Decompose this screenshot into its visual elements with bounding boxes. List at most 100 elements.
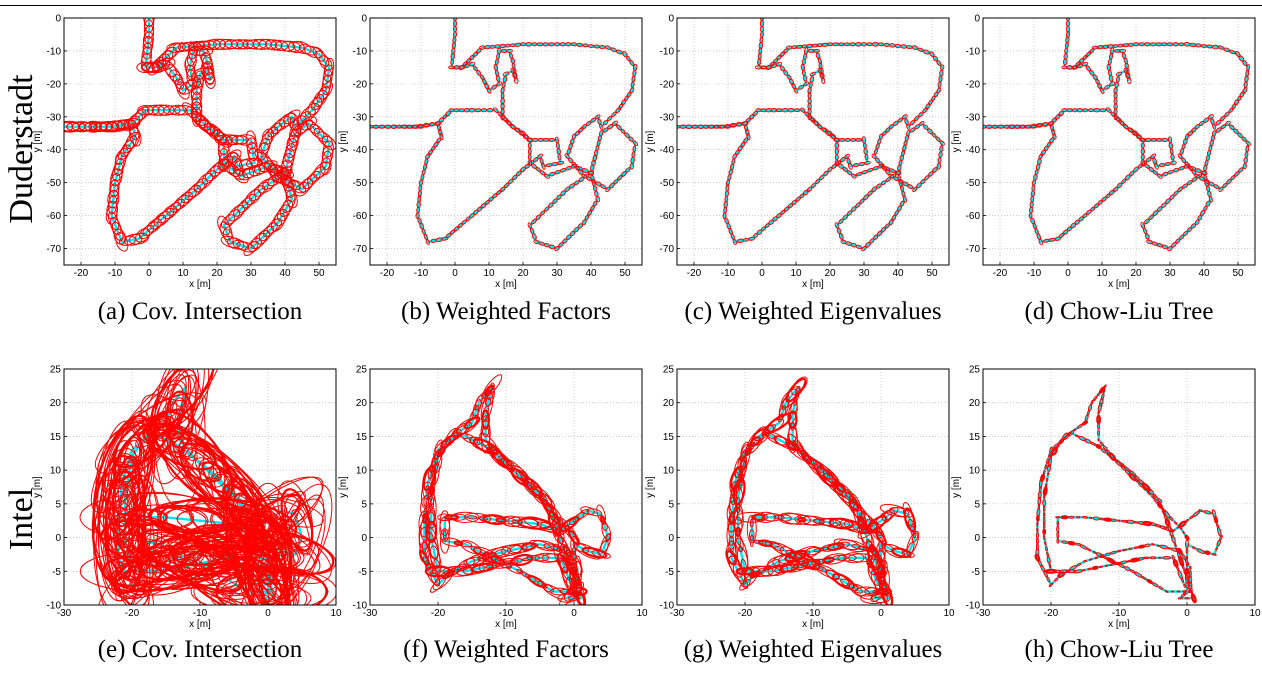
covariance-ellipse — [294, 182, 310, 197]
covariance-ellipse — [496, 81, 503, 87]
covariance-ellipse — [1037, 559, 1043, 567]
covariance-ellipse — [1137, 521, 1146, 525]
covariance-ellipse — [464, 512, 492, 523]
x-tick-label: 0 — [571, 608, 577, 619]
covariance-ellipse — [813, 120, 820, 127]
covariance-ellipse — [442, 443, 448, 450]
plot-panel-3: -20 -10 0 10 20 30 40 50 0 -10 -20 -30 -40 -50 -60 -70 x… — [951, 14, 1256, 290]
covariance-ellipse — [909, 127, 916, 133]
covariance-ellipse — [737, 452, 746, 471]
covariance-ellipse — [557, 537, 571, 564]
covariance-ellipse — [505, 559, 516, 565]
covariance-ellipse — [107, 491, 225, 543]
y-axis-label: y [m] — [645, 476, 656, 498]
covariance-ellipse — [257, 142, 269, 161]
covariance-ellipse — [620, 99, 627, 106]
covariance-ellipse — [554, 245, 560, 252]
covariance-ellipse — [902, 181, 909, 187]
covariance-ellipse — [1101, 196, 1107, 202]
y-tick-label: -20 — [353, 79, 368, 90]
covariance-ellipse — [858, 519, 873, 549]
covariance-ellipse — [549, 587, 570, 596]
y-tick-label: 20 — [663, 398, 675, 409]
covariance-ellipse — [494, 562, 505, 567]
covariance-ellipse — [779, 65, 786, 72]
panel-caption: (c) Weighted Eigenvalues — [684, 298, 942, 325]
covariance-ellipse — [817, 57, 822, 65]
x-tick-label: -10 — [1112, 608, 1127, 619]
y-tick-label: -60 — [660, 211, 675, 222]
covariance-ellipse — [501, 48, 508, 53]
plot-background — [983, 18, 1255, 265]
x-tick-label: 10 — [483, 268, 495, 279]
y-tick-label: 25 — [50, 365, 62, 376]
covariance-ellipse — [1220, 124, 1227, 130]
covariance-ellipse — [484, 82, 490, 90]
covariance-ellipse — [1159, 525, 1167, 530]
y-tick-label: -10 — [966, 601, 981, 612]
covariance-ellipse — [834, 142, 840, 150]
covariance-ellipse — [1076, 423, 1084, 429]
covariance-ellipse — [1181, 553, 1186, 561]
covariance-ellipse — [897, 174, 902, 182]
y-tick-label: -10 — [353, 601, 368, 612]
covariance-ellipse — [733, 486, 743, 509]
covariance-ellipse — [801, 44, 808, 49]
covariance-ellipse — [1158, 556, 1162, 559]
covariance-ellipse — [819, 67, 824, 75]
covariance-ellipse — [1153, 493, 1158, 499]
covariance-ellipse — [430, 145, 436, 152]
covariance-ellipse — [1143, 556, 1150, 560]
covariance-ellipse — [834, 481, 846, 493]
covariance-ellipse — [237, 197, 253, 213]
covariance-ellipse — [1046, 464, 1052, 472]
covariance-ellipse — [1163, 513, 1168, 521]
covariance-ellipse — [764, 540, 780, 548]
covariance-ellipse — [781, 560, 809, 573]
covariance-ellipse — [177, 191, 193, 207]
covariance-ellipse — [1078, 435, 1087, 442]
covariance-ellipse — [141, 105, 160, 116]
covariance-ellipse — [110, 217, 122, 236]
covariance-ellipse — [201, 461, 253, 513]
covariance-ellipse — [524, 163, 531, 169]
covariance-ellipse — [1119, 560, 1128, 565]
covariance-ellipse — [1100, 393, 1105, 400]
covariance-ellipse — [829, 133, 836, 140]
covariance-ellipse — [531, 233, 537, 240]
covariance-ellipse — [607, 123, 614, 130]
x-tick-label: -10 — [499, 608, 514, 619]
y-tick-label: -5 — [358, 567, 367, 578]
covariance-ellipse — [1245, 145, 1250, 153]
x-tick-label: 0 — [759, 268, 765, 279]
covariance-ellipse — [255, 229, 271, 245]
covariance-ellipse — [906, 130, 911, 137]
covariance-ellipse — [166, 42, 187, 53]
covariance-ellipse — [1104, 564, 1109, 567]
covariance-ellipse — [1176, 590, 1181, 593]
covariance-ellipse — [1188, 575, 1193, 584]
y-tick-label: 25 — [356, 365, 368, 376]
covariance-ellipse — [1204, 159, 1209, 167]
covariance-ellipse — [71, 121, 92, 133]
covariance-ellipse — [166, 202, 182, 216]
covariance-ellipse — [1185, 539, 1189, 550]
covariance-ellipse — [1081, 420, 1089, 426]
x-tick-label: 20 — [824, 268, 836, 279]
y-tick-label: -40 — [966, 145, 981, 156]
covariance-ellipse — [450, 513, 467, 521]
covariance-ellipse — [1116, 549, 1122, 553]
covariance-ellipse — [447, 569, 456, 574]
covariance-ellipse — [570, 535, 578, 553]
covariance-ellipse — [737, 480, 743, 491]
covariance-ellipse — [514, 127, 520, 133]
y-axis-label: y [m] — [338, 476, 349, 498]
x-tick-label: -20 — [1044, 608, 1059, 619]
covariance-ellipse — [144, 24, 154, 45]
x-tick-label: -10 — [806, 608, 821, 619]
x-tick-label: 50 — [619, 268, 631, 279]
covariance-ellipse — [452, 36, 457, 44]
x-axis-label: x [m] — [495, 619, 517, 630]
covariance-ellipse — [507, 543, 528, 555]
